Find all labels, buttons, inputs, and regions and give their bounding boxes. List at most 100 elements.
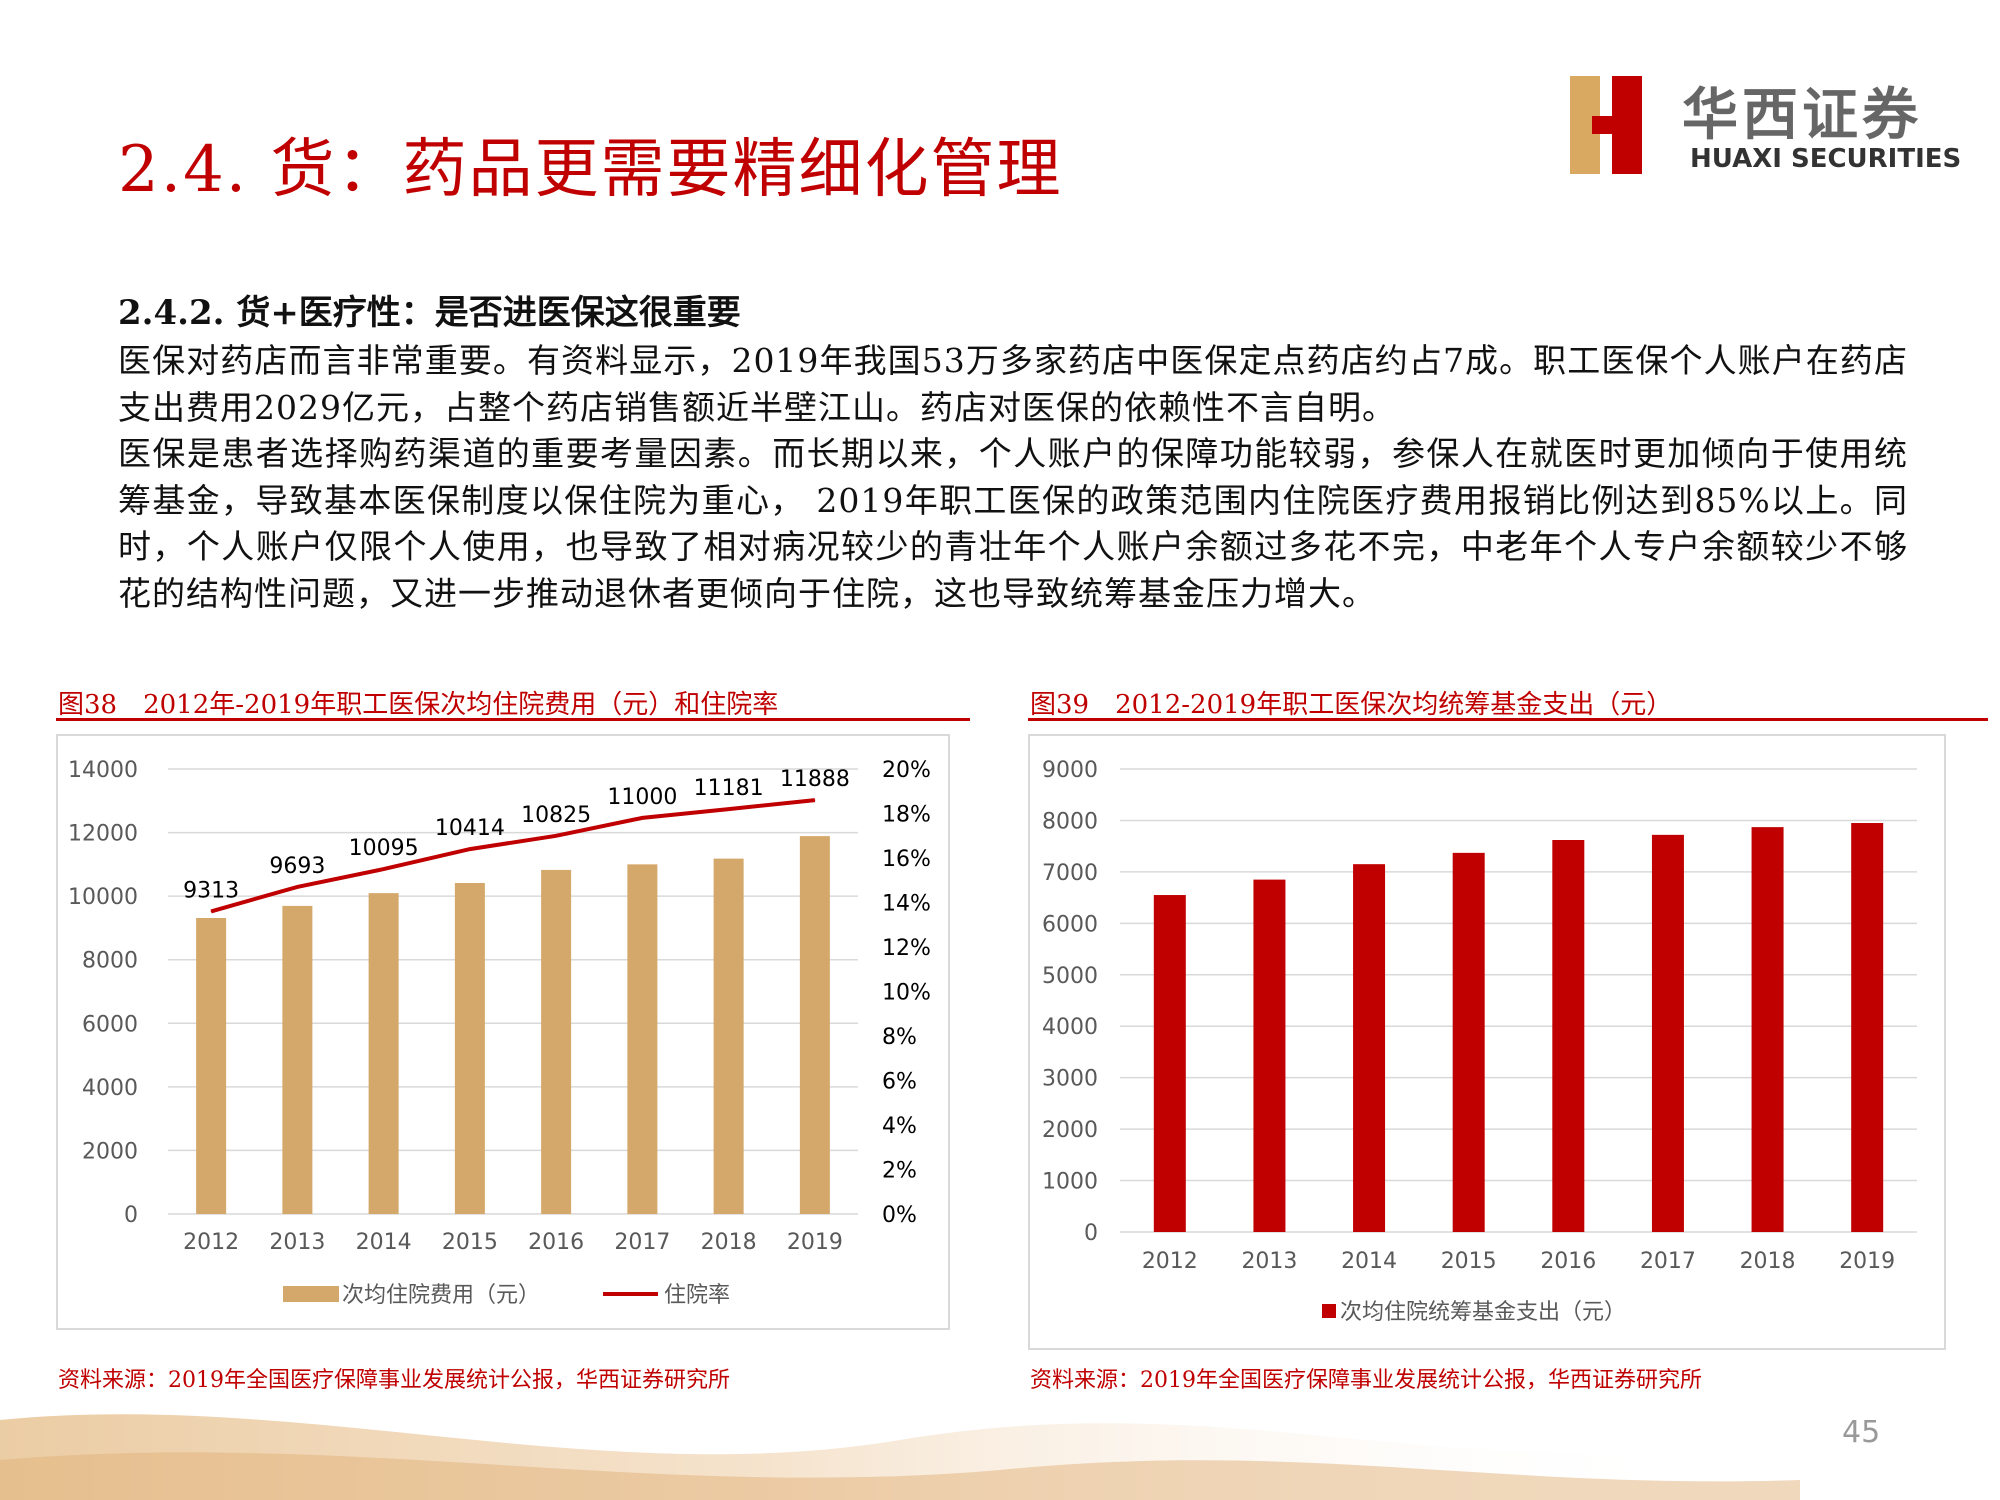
- data-label-2014: 10095: [349, 836, 419, 861]
- y-right-tick-label: 14%: [882, 892, 931, 917]
- y-right-tick-label: 2%: [882, 1159, 917, 1184]
- y-left-tick-label: 12000: [68, 822, 138, 847]
- x-tick-label: 2019: [787, 1230, 843, 1255]
- data-label-2012: 9313: [183, 878, 239, 903]
- line-point-2019: [814, 799, 816, 801]
- x-tick-label: 2017: [1640, 1249, 1696, 1274]
- logo-chinese-name: 华西证券: [1682, 82, 1922, 148]
- figure-39-chart: 0 1000 2000 3000 4000 5000 6000 7000 8000 9000 201…: [1042, 758, 1917, 1325]
- bar-2016: [1552, 839, 1585, 1232]
- y-right-tick-label: 0%: [882, 1203, 917, 1228]
- bar-2019: [799, 836, 830, 1214]
- x-tick-label: 2012: [183, 1230, 239, 1255]
- bar-2017: [1651, 834, 1684, 1232]
- legend-label-bar: 次均住院费用（元）: [342, 1283, 540, 1308]
- legend-swatch: [1322, 1304, 1336, 1318]
- x-tick-label: 2018: [1740, 1249, 1796, 1274]
- y-right-tick-label: 4%: [882, 1114, 917, 1139]
- x-tick-label: 2017: [614, 1230, 670, 1255]
- figure-38-rule: [56, 718, 970, 721]
- bar-2012: [196, 917, 227, 1214]
- y-right-tick-label: 16%: [882, 847, 931, 872]
- y-right-tick-label: 18%: [882, 803, 931, 828]
- bar-2014: [368, 893, 399, 1214]
- y-left-tick-label: 14000: [68, 758, 138, 783]
- body-text-section: 2.4.2. 货+医疗性：是否进医保这很重要 医保对药店而言非常重要。有资料显示…: [118, 285, 1908, 617]
- data-label-2018: 11181: [694, 776, 764, 801]
- data-label-2017: 11000: [607, 785, 677, 810]
- legend-label-line: 住院率: [664, 1283, 730, 1308]
- line-point-2016: [555, 835, 557, 837]
- x-tick-label: 2014: [356, 1230, 412, 1255]
- y-right-tick-label: 10%: [882, 981, 931, 1006]
- bar-2016: [541, 869, 572, 1214]
- y-left-tick-label: 2000: [82, 1139, 138, 1164]
- company-logo: 华西证券 HUAXI SECURITIES: [1562, 64, 1962, 184]
- line-point-2014: [383, 868, 385, 870]
- line-point-2012: [210, 910, 212, 912]
- y-right-tick-label: 12%: [882, 936, 931, 961]
- figure-38-chart-container: 0 2000 4000 6000 8000 10000 12000 14000 0% 2% 4% 6%…: [56, 734, 950, 1330]
- data-label-2013: 9693: [269, 854, 325, 879]
- x-tick-label: 2016: [1540, 1249, 1596, 1274]
- figure-38-chart: 0 2000 4000 6000 8000 10000 12000 14000 0% 2% 4% 6%…: [68, 758, 931, 1308]
- figure-38-source: 资料来源：2019年全国医疗保障事业发展统计公报，华西证券研究所: [58, 1368, 730, 1393]
- decorative-wave-background: [0, 1414, 1800, 1500]
- y-tick-label: 2000: [1042, 1118, 1098, 1143]
- y-tick-label: 9000: [1042, 758, 1098, 783]
- legend-swatch-bar: [283, 1286, 339, 1302]
- y-left-tick-label: 6000: [82, 1012, 138, 1037]
- y-tick-label: 6000: [1042, 912, 1098, 937]
- y-right-tick-label: 8%: [882, 1025, 917, 1050]
- x-tick-label: 2013: [1241, 1249, 1297, 1274]
- line-point-2015: [469, 848, 471, 850]
- y-left-tick-label: 0: [124, 1203, 138, 1228]
- y-left-tick-label: 10000: [68, 885, 138, 910]
- figure-39-source: 资料来源：2019年全国医疗保障事业发展统计公报，华西证券研究所: [1030, 1368, 1702, 1393]
- logo-english-name: HUAXI SECURITIES: [1690, 144, 1962, 174]
- y-right-tick-label: 20%: [882, 758, 931, 783]
- x-tick-label: 2019: [1839, 1249, 1895, 1274]
- line-series-hospitalization-rate: [210, 798, 816, 914]
- bar-2015: [1452, 852, 1485, 1232]
- figure-39-chart-container: 0 1000 2000 3000 4000 5000 6000 7000 8000 9000 201…: [1028, 734, 1946, 1350]
- page-number: 45: [1842, 1415, 1881, 1450]
- y-tick-label: 5000: [1042, 964, 1098, 989]
- data-label-2016: 10825: [521, 803, 591, 828]
- figure-38-title: 图38 2012年-2019年职工医保次均住院费用（元）和住院率: [58, 690, 779, 720]
- bar-2012: [1153, 895, 1186, 1232]
- bar-2014: [1353, 864, 1386, 1232]
- slide-title: 2.4. 货：药品更需要精细化管理: [118, 133, 1063, 207]
- paragraph-2: 医保是患者选择购药渠道的重要考量因素。而长期以来，个人账户的保障功能较弱，参保人…: [118, 434, 1908, 613]
- bar-2018: [1751, 827, 1784, 1232]
- bar-2019: [1851, 823, 1884, 1232]
- figure-39-rule: [1028, 718, 1988, 721]
- y-tick-label: 8000: [1042, 809, 1098, 834]
- figure-39-title: 图39 2012-2019年职工医保次均统筹基金支出（元）: [1030, 690, 1673, 720]
- data-label-2015: 10414: [435, 816, 505, 841]
- y-tick-label: 3000: [1042, 1067, 1098, 1092]
- x-tick-label: 2013: [269, 1230, 325, 1255]
- y-tick-label: 0: [1084, 1221, 1098, 1246]
- bar-2013: [1253, 879, 1286, 1232]
- x-tick-label: 2016: [528, 1230, 584, 1255]
- huaxi-logo-mark-icon: [1570, 76, 1642, 174]
- y-tick-label: 7000: [1042, 861, 1098, 886]
- bar-2015: [454, 882, 485, 1214]
- x-tick-label: 2015: [442, 1230, 498, 1255]
- x-tick-label: 2015: [1441, 1249, 1497, 1274]
- x-tick-label: 2012: [1142, 1249, 1198, 1274]
- x-tick-label: 2018: [701, 1230, 757, 1255]
- y-left-tick-label: 8000: [82, 949, 138, 974]
- bar-2018: [713, 858, 744, 1214]
- data-label-2019: 11888: [780, 767, 850, 792]
- paragraph-1: 医保对药店而言非常重要。有资料显示，2019年我国53万多家药店中医保定点药店约…: [118, 341, 1908, 427]
- y-right-tick-label: 6%: [882, 1070, 917, 1095]
- section-subtitle: 2.4.2. 货+医疗性：是否进医保这很重要: [118, 293, 741, 333]
- y-tick-label: 4000: [1042, 1015, 1098, 1040]
- line-point-2017: [641, 817, 643, 819]
- line-point-2013: [296, 886, 298, 888]
- line-point-2018: [728, 808, 730, 810]
- x-tick-label: 2014: [1341, 1249, 1397, 1274]
- legend-label: 次均住院统筹基金支出（元）: [1340, 1300, 1626, 1325]
